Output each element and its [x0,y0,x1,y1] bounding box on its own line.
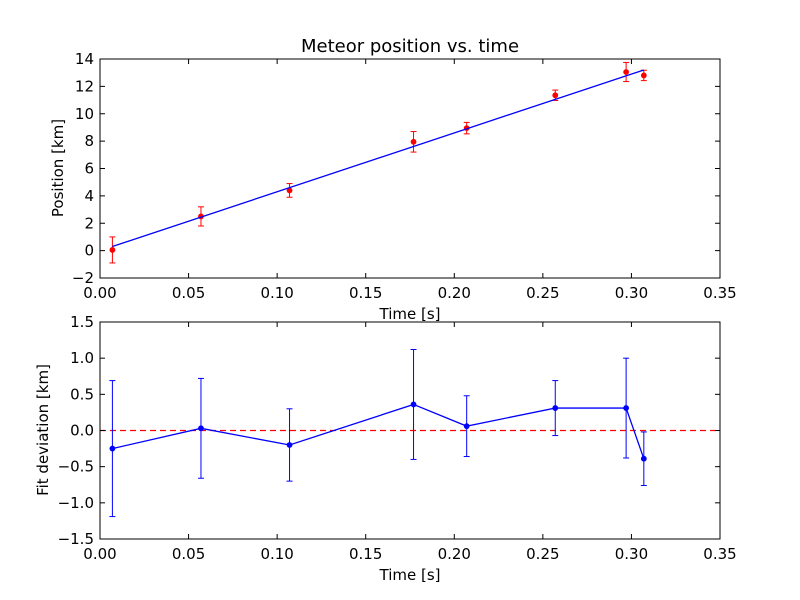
position-chart-ytick-label: 6 [84,160,94,178]
position-chart-ytick-label: 8 [84,132,94,150]
position-chart-ylabel: Position [km] [49,119,67,217]
position-chart-xtick-label: 0.10 [260,284,293,302]
deviation-chart-xtick-label: 0.20 [438,545,471,563]
deviation-chart-ytick-label: −1.5 [58,530,94,548]
position-chart-xtick-label: 0.25 [526,284,559,302]
deviation-chart-series-0-point [286,442,293,448]
deviation-chart: Time [s] Fit deviation [km] 0.00 0.05 0.10… [34,313,737,584]
position-chart-series-1-line [112,69,645,248]
position-chart: Meteor position vs. time Time [s] Positi… [49,36,737,323]
deviation-chart-ytick-label: 0.5 [70,385,94,403]
deviation-chart-xtick-label: 0.25 [526,545,559,563]
deviation-chart-series-0-point [640,455,647,462]
position-chart-ytick-label: 14 [75,50,94,68]
deviation-chart-series-0-line [112,403,645,459]
position-chart-xtick-label: 0.20 [438,284,471,302]
deviation-chart-series-0-point [463,423,470,430]
deviation-chart-series-0-point [198,425,204,432]
position-chart-series-0-point [640,72,647,79]
position-chart-series-0-point [109,247,116,253]
position-chart-ytick-label: 0 [84,242,94,260]
deviation-chart-series-0-point [109,445,116,452]
deviation-chart-ytick-label: 0.0 [70,422,94,440]
position-chart-ytick-label: 10 [75,105,94,123]
deviation-chart-series-0-point [410,401,417,408]
position-chart-xtick-label: 0.35 [703,284,736,302]
position-chart-xtick-label: 0.30 [615,284,648,302]
position-chart-series-0-point [552,92,559,99]
deviation-chart-xtick-label: 0.15 [349,545,382,563]
deviation-chart-ylabel: Fit deviation [km] [34,364,52,496]
deviation-chart-xtick-label: 0.05 [172,545,205,563]
deviation-chart-xtick-label: 0.10 [260,545,293,563]
deviation-chart-ytick-label: −1.0 [58,494,94,512]
deviation-chart-series-0-point [623,405,630,411]
position-chart-series-0-point [410,138,417,145]
deviation-chart-ytick-label: 1.5 [70,313,94,331]
deviation-chart-ytick-label: 1.0 [70,349,94,367]
position-chart-ytick-label: 4 [84,187,94,205]
deviation-chart-xlabel: Time [s] [379,566,441,584]
position-chart-ytick-label: 12 [75,77,94,95]
position-chart-xtick-label: 0.05 [172,284,205,302]
position-chart-ytick-label: −2 [72,269,94,287]
position-chart-series-0-point [623,69,630,75]
position-chart-xlabel: Time [s] [379,305,441,323]
deviation-chart-xtick-label: 0.30 [615,545,648,563]
position-chart-ytick-label: 2 [84,214,94,232]
deviation-chart-xtick-label: 0.35 [703,545,736,563]
position-chart-xtick-label: 0.00 [83,284,116,302]
position-chart-title: Meteor position vs. time [301,36,519,57]
position-chart-xtick-label: 0.15 [349,284,382,302]
deviation-chart-xtick-label: 0.00 [83,545,116,563]
deviation-chart-ytick-label: −0.5 [58,458,94,476]
deviation-chart-series-0-point [552,405,559,411]
